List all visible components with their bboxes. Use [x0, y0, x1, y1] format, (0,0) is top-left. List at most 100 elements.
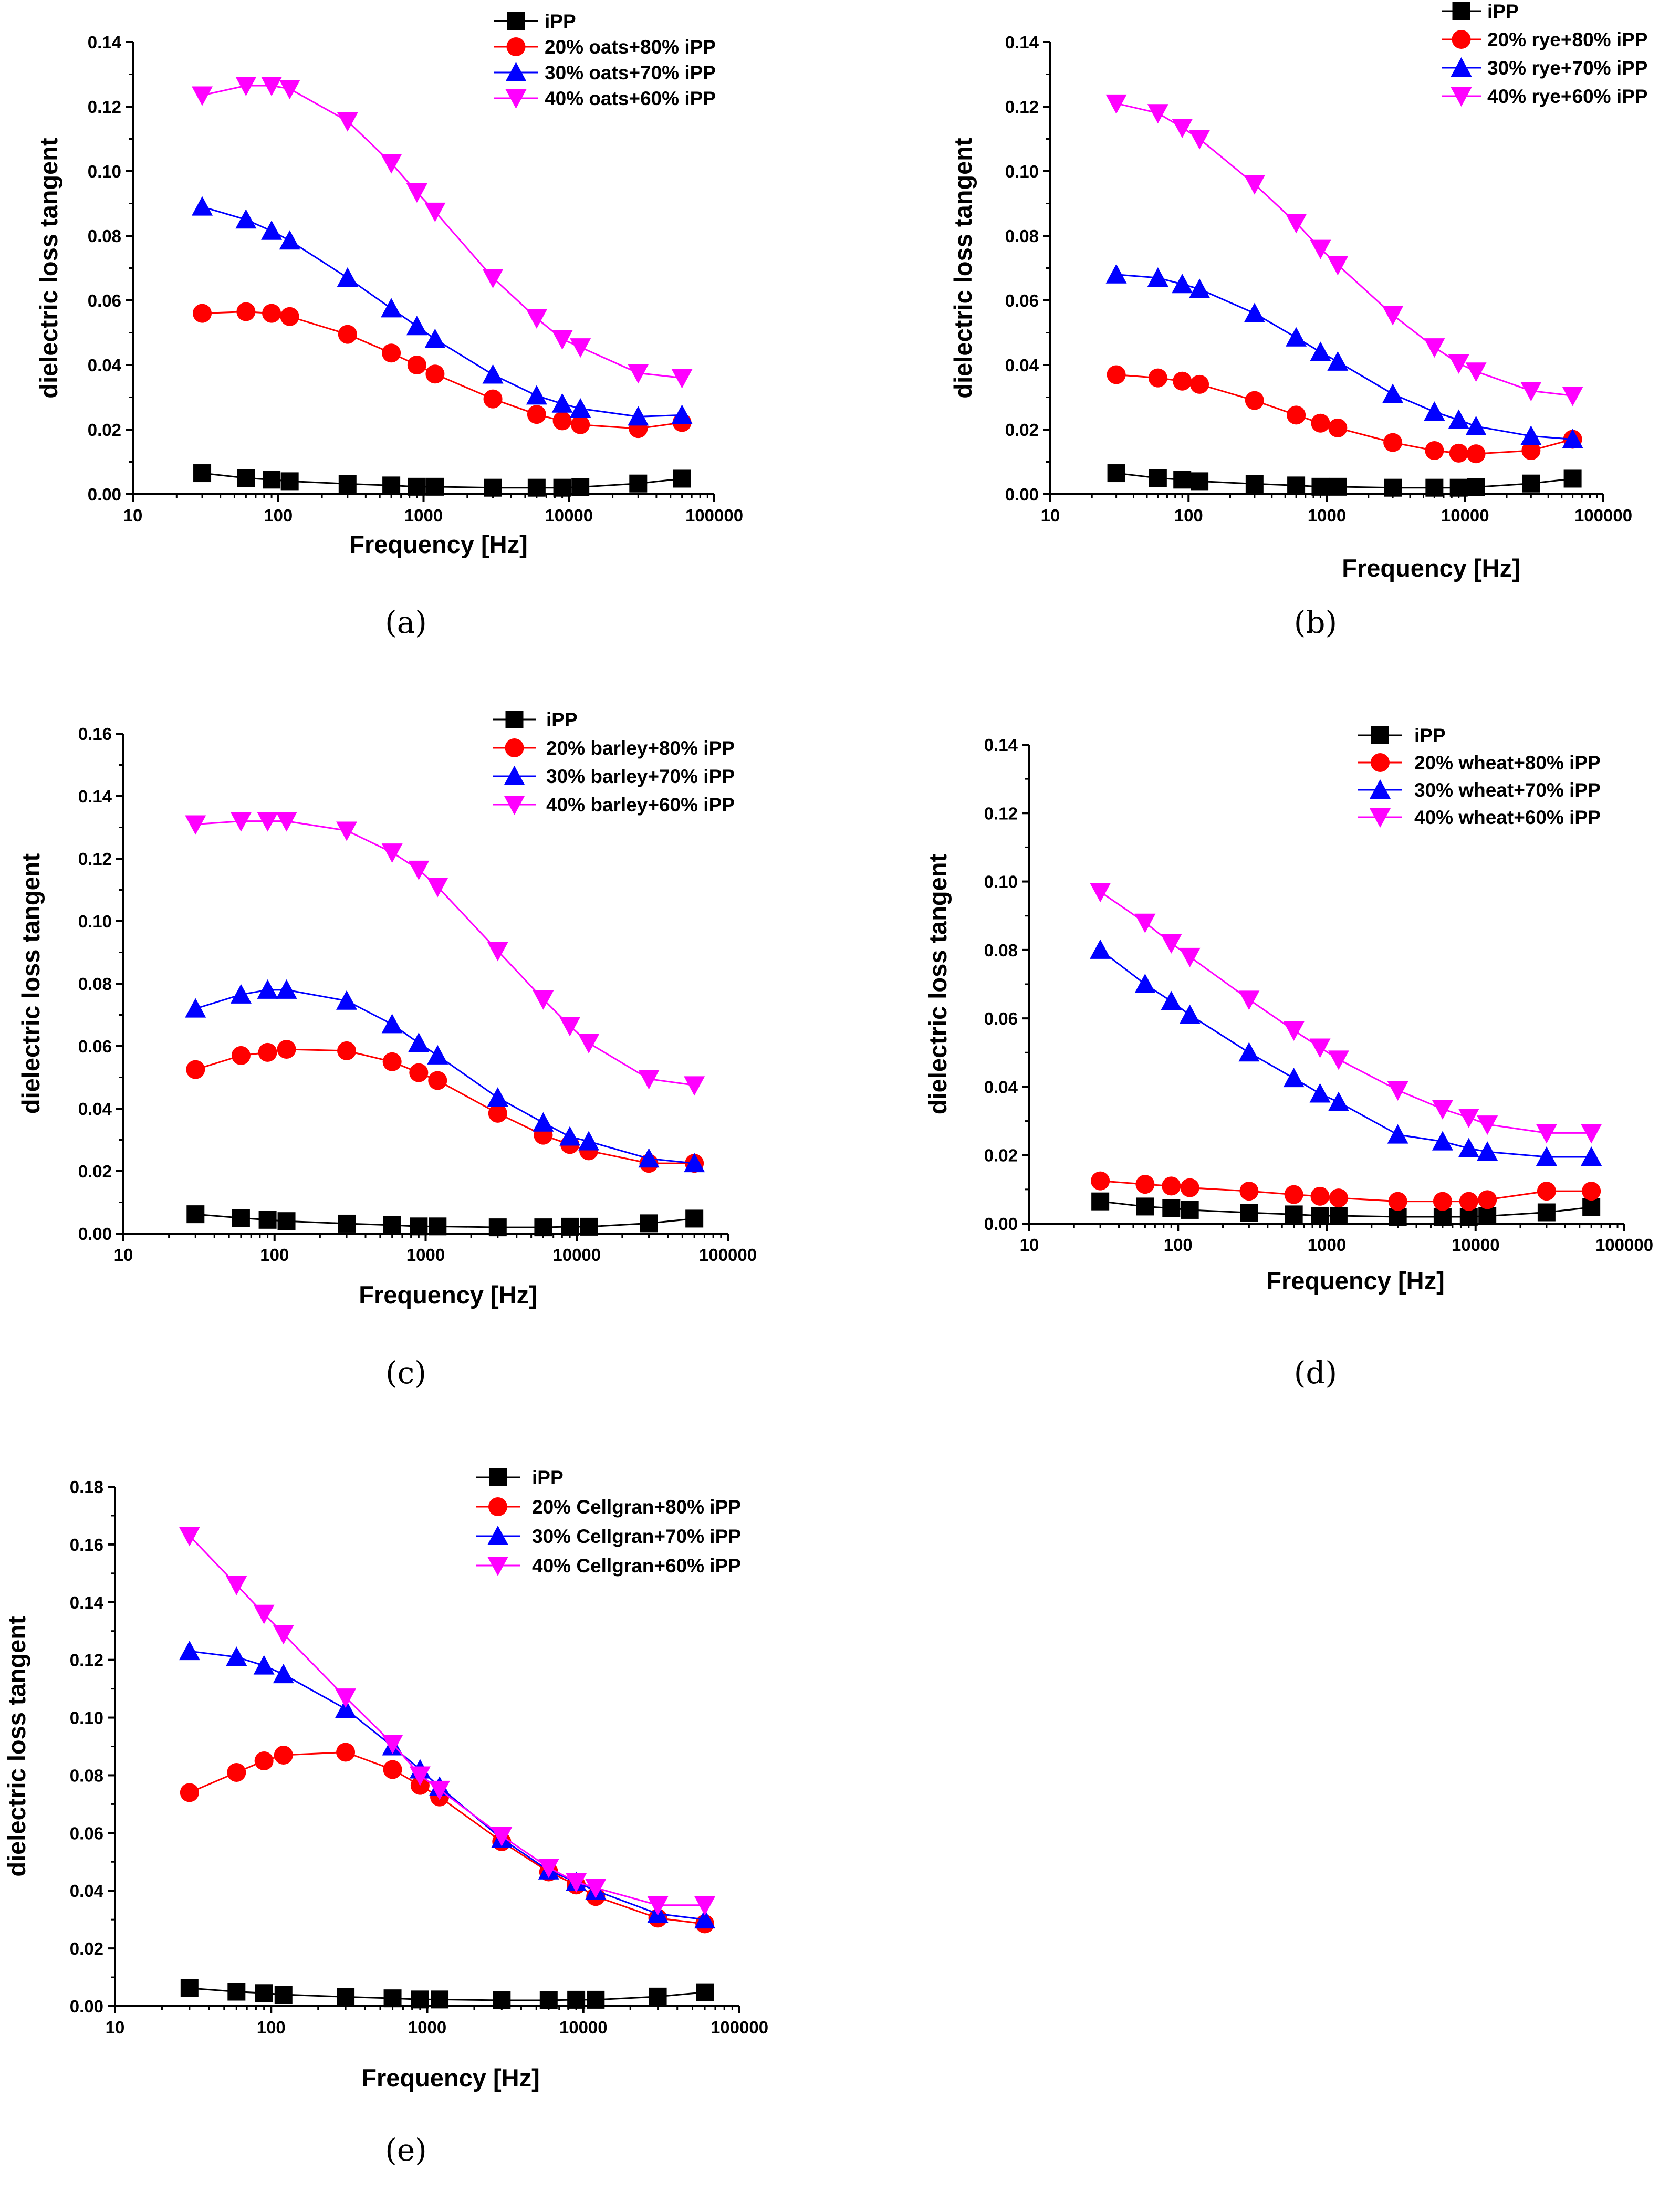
legend-label: 20% rye+80% iPP: [1487, 29, 1647, 50]
data-point: [482, 268, 504, 288]
legend-label: 30% wheat+70% iPP: [1414, 779, 1601, 801]
legend-entry: 40% wheat+60% iPP: [1358, 807, 1601, 828]
legend-entry: 30% barley+70% iPP: [493, 766, 735, 787]
data-point: [261, 77, 283, 97]
data-point: [1136, 1197, 1154, 1216]
data-point: [1424, 401, 1445, 421]
data-point: [1179, 1004, 1201, 1024]
data-point: [180, 1979, 199, 1997]
data-point: [277, 1039, 296, 1059]
series-line: [1116, 274, 1573, 440]
data-point: [493, 1991, 511, 2010]
data-point: [1467, 478, 1485, 496]
data-point: [1448, 409, 1469, 429]
y-tick-label: 0.06: [984, 1009, 1018, 1028]
legend-entry: 40% rye+60% iPP: [1442, 86, 1647, 107]
data-point: [1562, 387, 1583, 406]
y-tick-label: 0.12: [1005, 97, 1039, 117]
y-tick-label: 0.08: [88, 226, 121, 246]
data-point: [1432, 1100, 1453, 1120]
data-point: [381, 298, 402, 318]
y-tick-label: 0.14: [984, 735, 1018, 755]
data-point: [254, 1751, 274, 1770]
data-point: [1522, 474, 1540, 493]
data-point: [1383, 433, 1403, 452]
x-axis-label: Frequency [Hz]: [361, 2064, 540, 2092]
legend-entry: iPP: [494, 11, 576, 32]
y-tick-label: 0.06: [78, 1037, 112, 1056]
data-point: [276, 979, 297, 999]
data-point: [1382, 306, 1404, 326]
data-point: [1284, 1185, 1303, 1204]
y-tick-label: 0.00: [78, 1224, 112, 1244]
data-point: [551, 393, 573, 413]
legend-label: 40% oats+60% iPP: [545, 88, 716, 109]
data-point: [1425, 441, 1444, 460]
x-tick-label: 1000: [1308, 1235, 1346, 1255]
data-point: [381, 843, 403, 863]
legend-marker: [505, 711, 524, 728]
x-tick-label: 100: [264, 506, 293, 525]
data-point: [1311, 477, 1330, 496]
x-axis-label: Frequency [Hz]: [1266, 1267, 1445, 1295]
data-point: [382, 476, 401, 495]
legend-marker: [1451, 87, 1472, 107]
legend-label: iPP: [1414, 725, 1446, 746]
data-point: [578, 1131, 600, 1151]
data-point: [1520, 425, 1542, 445]
y-tick-label: 0.10: [1005, 162, 1039, 181]
data-point: [1240, 1204, 1258, 1222]
series-0: [193, 464, 691, 497]
series-1: [193, 302, 692, 439]
data-point: [571, 415, 590, 434]
legend-label: 20% wheat+80% iPP: [1414, 752, 1601, 774]
data-point: [1477, 1115, 1498, 1135]
data-point: [1147, 267, 1168, 287]
series-3: [1105, 94, 1583, 406]
data-point: [1536, 1146, 1557, 1166]
data-point: [262, 304, 281, 323]
data-point: [383, 1760, 402, 1779]
data-point: [1382, 383, 1404, 403]
data-point: [1387, 1124, 1408, 1144]
data-point: [1283, 1068, 1305, 1088]
data-point: [1310, 239, 1331, 259]
data-point: [1310, 1186, 1330, 1206]
series-line: [1100, 891, 1592, 1134]
data-point: [578, 1034, 600, 1054]
data-point: [257, 812, 278, 832]
x-tick-label: 10: [106, 2018, 125, 2037]
data-point: [1107, 365, 1126, 384]
data-point: [382, 343, 401, 363]
y-axis-label: dielectric loss tangent: [17, 853, 45, 1114]
legend-marker: [505, 62, 527, 81]
data-point: [1425, 478, 1444, 497]
series-2: [1090, 939, 1602, 1166]
y-tick-label: 0.04: [1005, 356, 1039, 375]
data-point: [1244, 175, 1265, 195]
data-point: [1449, 443, 1468, 463]
data-point: [638, 1148, 660, 1168]
x-tick-label: 10000: [552, 1245, 601, 1265]
data-point: [1311, 413, 1330, 433]
data-point: [685, 1209, 704, 1228]
data-point: [426, 477, 444, 496]
data-point: [1091, 1171, 1110, 1191]
data-point: [1238, 1042, 1260, 1062]
data-point: [1286, 327, 1307, 347]
data-point: [487, 1087, 508, 1107]
legend-label: 20% oats+80% iPP: [545, 36, 716, 58]
data-point: [1329, 1207, 1348, 1225]
data-point: [280, 472, 299, 491]
x-tick-label: 10: [114, 1245, 133, 1265]
data-point: [231, 1046, 251, 1065]
series-0: [186, 1205, 704, 1237]
series-line: [189, 1535, 705, 1906]
series-0: [1107, 464, 1582, 497]
data-point: [192, 196, 213, 216]
y-tick-label: 0.02: [70, 1939, 103, 1958]
data-point: [427, 878, 448, 898]
data-point: [406, 183, 427, 203]
data-point: [1244, 302, 1265, 322]
y-tick-label: 0.14: [78, 787, 112, 806]
